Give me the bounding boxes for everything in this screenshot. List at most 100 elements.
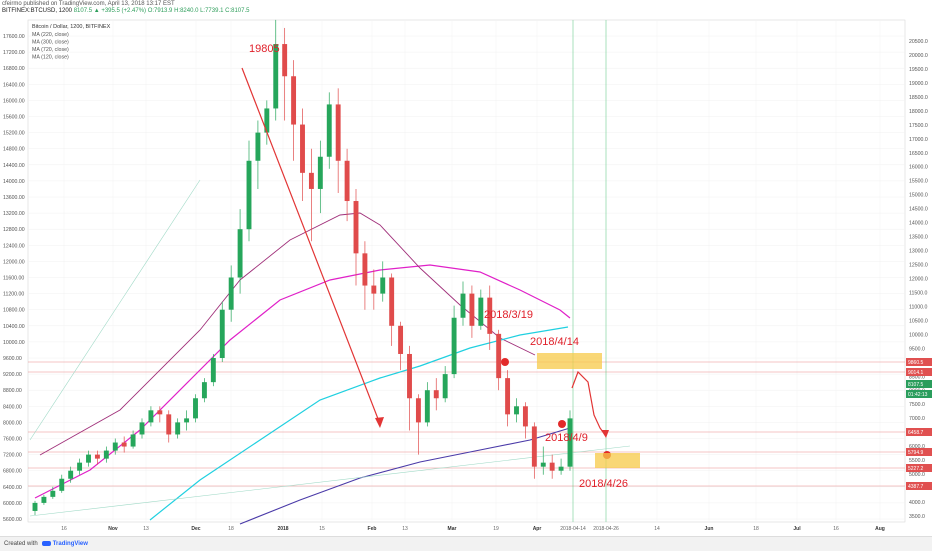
candle-body bbox=[210, 358, 216, 383]
left-tick-label: 10400.00 bbox=[3, 324, 25, 330]
x-tick-label: Aug bbox=[875, 526, 885, 532]
candle-body bbox=[77, 462, 83, 471]
right-tick-label: 7500.0 bbox=[909, 402, 925, 408]
right-tick-label: 5000.0 bbox=[909, 472, 925, 478]
right-tick-label: 18500.0 bbox=[909, 95, 928, 101]
x-tick-label: 2018-04-14 bbox=[560, 526, 586, 532]
candle-body bbox=[531, 426, 537, 467]
marker-dot bbox=[558, 420, 566, 428]
x-tick-label: 19 bbox=[493, 526, 499, 532]
tradingview-logo-icon bbox=[41, 540, 51, 546]
price-tag-label: 9014.1 bbox=[908, 370, 924, 376]
left-tick-label: 9600.00 bbox=[3, 356, 22, 362]
publisher-line: cfeirmo published on TradingView.com, Ap… bbox=[2, 1, 175, 7]
left-tick-label: 13200.00 bbox=[3, 211, 25, 217]
candle-body bbox=[353, 201, 359, 254]
candle-body bbox=[317, 156, 323, 189]
candle-body bbox=[237, 229, 243, 278]
right-tick-label: 10000.0 bbox=[909, 332, 928, 338]
candle-body bbox=[469, 293, 475, 326]
chart-title: Bitcoin / Dollar, 1200, BITFINEX bbox=[32, 24, 111, 30]
legend-item: MA (220, close) bbox=[32, 32, 69, 38]
down-arrow-line bbox=[241, 67, 381, 425]
candle-body bbox=[121, 442, 127, 447]
plot-area bbox=[27, 19, 906, 523]
candle-body bbox=[478, 297, 484, 326]
x-tick-label: Nov bbox=[108, 526, 118, 532]
candle-body bbox=[389, 277, 395, 326]
right-tick-label: 13000.0 bbox=[909, 249, 928, 255]
x-tick-label: Apr bbox=[533, 526, 542, 532]
price-range-box bbox=[537, 353, 602, 369]
price-tag-label: 01:42:13 bbox=[908, 392, 928, 398]
ma-220-line bbox=[39, 212, 536, 456]
candle-body bbox=[451, 317, 457, 375]
annotation-label: 19805 bbox=[249, 43, 280, 55]
right-tick-label: 14000.0 bbox=[909, 221, 928, 227]
right-tick-label: 12500.0 bbox=[909, 263, 928, 269]
left-tick-label: 12800.00 bbox=[3, 227, 25, 233]
right-tick-label: 19500.0 bbox=[909, 67, 928, 73]
tradingview-brand[interactable]: TradingView bbox=[52, 541, 88, 547]
right-tick-label: 20500.0 bbox=[909, 39, 928, 45]
right-tick-label: 4000.0 bbox=[909, 500, 925, 506]
left-tick-label: 16000.00 bbox=[3, 98, 25, 104]
x-tick-label: 13 bbox=[402, 526, 408, 532]
candle-body bbox=[219, 309, 225, 358]
candle-body bbox=[424, 390, 430, 423]
left-tick-label: 12400.00 bbox=[3, 243, 25, 249]
price-range-box bbox=[595, 453, 640, 468]
x-tick-label: 18 bbox=[753, 526, 759, 532]
x-tick-label: 16 bbox=[61, 526, 67, 532]
right-tick-label: 9500.0 bbox=[909, 346, 925, 352]
x-tick-label: 13 bbox=[143, 526, 149, 532]
left-tick-label: 15200.00 bbox=[3, 131, 25, 137]
right-tick-label: 17000.0 bbox=[909, 137, 928, 143]
price-change: 8107.5 ▲ +395.5 (+2.47%) bbox=[73, 8, 147, 14]
price-tag bbox=[906, 380, 932, 388]
candle-body bbox=[433, 390, 439, 399]
footer-bar: Created with TradingView bbox=[0, 536, 932, 551]
annotation-label: 2018/4/26 bbox=[579, 478, 628, 490]
price-tag-label: 5794.9 bbox=[908, 450, 924, 456]
candle-body bbox=[567, 418, 573, 467]
ma-300-line bbox=[149, 326, 569, 521]
candle-body bbox=[371, 285, 377, 294]
candle-body bbox=[273, 44, 279, 109]
annotation-label: 2018/3/19 bbox=[484, 309, 533, 321]
created-with-label: Created with bbox=[4, 541, 38, 547]
left-tick-label: 8000.00 bbox=[3, 420, 22, 426]
x-tick-label: Mar bbox=[448, 526, 457, 532]
right-tick-label: 6000.0 bbox=[909, 444, 925, 450]
right-tick-label: 16500.0 bbox=[909, 151, 928, 157]
candle-body bbox=[442, 374, 448, 399]
right-tick-label: 20000.0 bbox=[909, 53, 928, 59]
left-tick-label: 14400.00 bbox=[3, 163, 25, 169]
projection-line bbox=[571, 370, 607, 437]
price-tag bbox=[906, 428, 932, 436]
candle-body bbox=[139, 422, 145, 435]
chart-grid bbox=[27, 19, 906, 523]
left-tick-label: 16400.00 bbox=[3, 82, 25, 88]
x-tick-label: 18 bbox=[228, 526, 234, 532]
candle-body bbox=[166, 414, 172, 435]
right-tick-label: 3500.0 bbox=[909, 514, 925, 520]
candle-body bbox=[41, 496, 47, 503]
ma-720-line bbox=[239, 427, 571, 525]
left-tick-label: 8800.00 bbox=[3, 388, 22, 394]
candle-body bbox=[193, 398, 198, 419]
high-value: H:8240.0 bbox=[174, 8, 199, 14]
x-tick-label: Feb bbox=[368, 526, 377, 532]
price-tag bbox=[906, 390, 932, 398]
candle-body bbox=[300, 124, 305, 173]
left-price-axis: 5600.00 6000.00 6400.00 6800.00 7200.00 7600.… bbox=[3, 34, 25, 523]
candle-body bbox=[282, 44, 288, 77]
candle-body bbox=[415, 398, 421, 423]
left-tick-label: 17600.00 bbox=[3, 34, 25, 40]
x-tick-label: 14 bbox=[654, 526, 660, 532]
candle-body bbox=[68, 470, 74, 479]
right-tick-label: 5500.0 bbox=[909, 458, 925, 464]
right-tick-label: 12000.0 bbox=[909, 277, 928, 283]
right-tick-label: 14500.0 bbox=[909, 207, 928, 213]
